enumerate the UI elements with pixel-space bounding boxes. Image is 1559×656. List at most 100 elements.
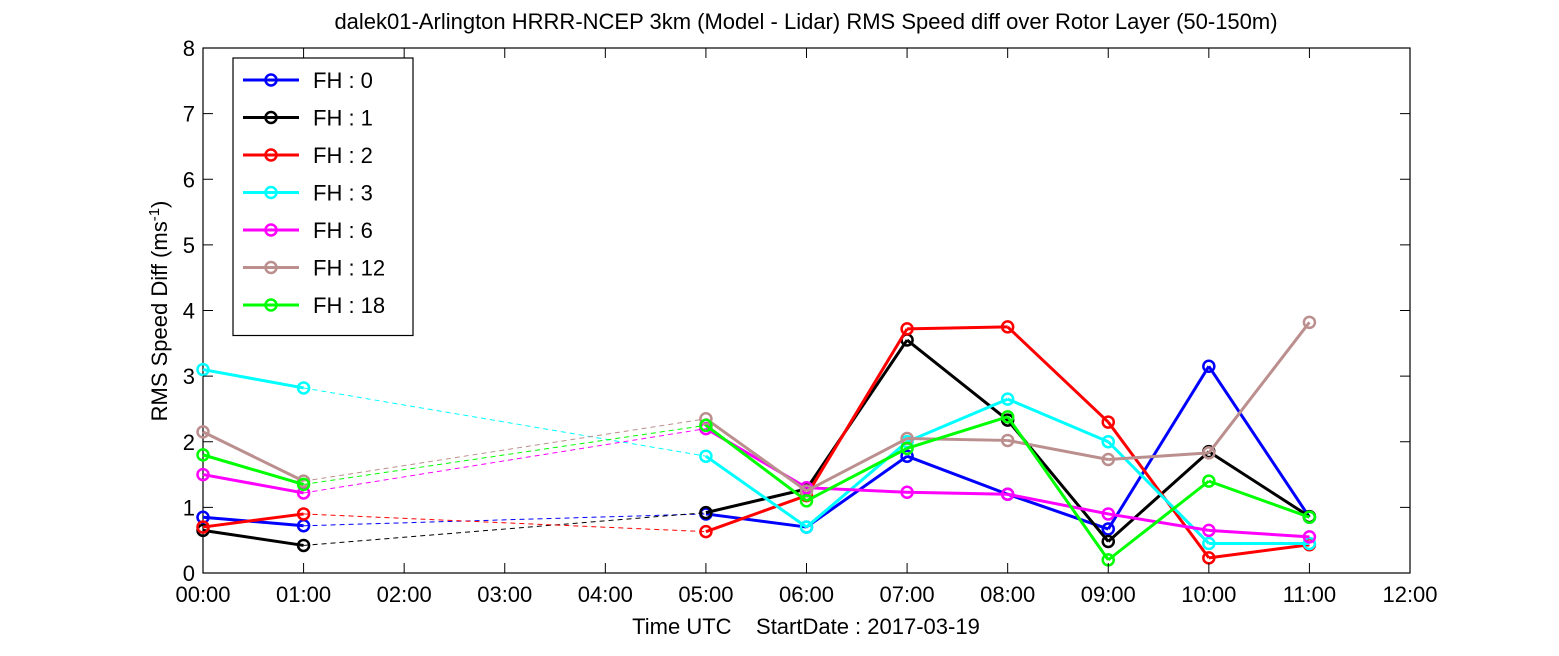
series-line-segment — [1208, 479, 1310, 519]
y-tick-label: 2 — [183, 430, 195, 455]
data-point — [1101, 507, 1115, 521]
series-line-segment — [1107, 450, 1210, 543]
y-tick-label: 6 — [183, 167, 195, 192]
series-line-segment — [805, 446, 908, 503]
series-line-segment — [1007, 492, 1109, 516]
data-point — [699, 412, 713, 426]
series-line-segment — [1107, 421, 1211, 559]
data-point — [1101, 534, 1115, 549]
y-tick-label: 1 — [183, 495, 195, 520]
data-point — [196, 467, 210, 482]
series-line-segment — [1108, 451, 1209, 461]
series-gap-segment — [303, 418, 706, 482]
legend-label: FH : 1 — [313, 106, 373, 131]
data-point — [196, 425, 210, 439]
x-tick-label: 11:00 — [1283, 582, 1336, 607]
series-line-segment — [906, 415, 1009, 450]
y-tick-label: 7 — [183, 102, 195, 127]
legend-marker — [264, 185, 278, 200]
legend-box — [232, 57, 414, 337]
data-point — [1000, 410, 1015, 424]
series-line-segment — [705, 417, 808, 493]
legend-label: FH : 3 — [313, 181, 373, 206]
series-line-segment — [806, 486, 908, 494]
y-axis-ticks: 0 1 2 3 4 5 6 7 8 — [183, 36, 1410, 586]
data-point — [196, 362, 210, 377]
x-tick-label: 05:00 — [678, 582, 733, 607]
series-line-segment — [805, 328, 909, 497]
x-tick-label: 00:00 — [175, 582, 230, 607]
data-point — [900, 449, 914, 463]
y-axis-label-sup: -1 — [146, 208, 163, 221]
series-group — [196, 320, 1317, 565]
data-point — [196, 520, 210, 534]
series-line-segment — [705, 424, 808, 503]
data-point — [1202, 536, 1216, 551]
series-line-segment — [1006, 415, 1110, 561]
legend-marker — [264, 73, 278, 87]
legend-marker — [264, 223, 278, 237]
x-tick-label: 04:00 — [578, 582, 633, 607]
series-gap-segment — [303, 513, 706, 527]
y-tick-label: 0 — [183, 561, 195, 586]
data-point — [900, 322, 914, 336]
series-line-segment — [1007, 438, 1109, 461]
data-point — [1302, 510, 1317, 524]
series-line-segment — [1107, 479, 1210, 562]
data-point — [1101, 415, 1115, 429]
series-group — [196, 315, 1317, 498]
y-axis-label-main: RMS Speed Diff (ms — [147, 221, 172, 421]
x-tick-label: 12:00 — [1382, 582, 1437, 607]
data-point — [1000, 487, 1015, 501]
legend-label: FH : 18 — [313, 293, 385, 318]
series-line-segment — [202, 512, 304, 529]
data-point — [1302, 536, 1317, 551]
x-axis-label: Time UTC StartDate : 2017-03-19 — [632, 614, 980, 639]
series-line-segment — [1007, 397, 1109, 444]
series-line-segment — [907, 490, 1008, 496]
data-point — [1302, 315, 1317, 330]
series-line-segment — [907, 436, 1008, 442]
series-line-segment — [202, 430, 305, 483]
data-point — [1000, 392, 1015, 406]
data-point — [1000, 433, 1015, 448]
y-axis-label: RMS Speed Diff (ms-1) — [146, 201, 172, 422]
data-point — [799, 494, 814, 508]
data-point — [1302, 530, 1317, 544]
series-line-segment — [906, 454, 1009, 496]
legend-label: FH : 0 — [313, 68, 373, 93]
series-line-segment — [1106, 365, 1211, 530]
data-point — [1101, 522, 1115, 536]
x-tick-label: 01:00 — [276, 582, 331, 607]
data-point — [1101, 435, 1115, 449]
legend-label: FH : 2 — [313, 143, 373, 168]
data-point — [1202, 446, 1216, 460]
chart-title: dalek01-Arlington HRRR-NCEP 3km (Model -… — [334, 9, 1277, 34]
series-line-segment — [705, 487, 807, 515]
data-point — [900, 441, 914, 456]
y-tick-label: 4 — [183, 299, 195, 324]
data-point — [1202, 359, 1216, 374]
series-line-segment — [705, 454, 808, 529]
data-point — [296, 381, 311, 395]
x-axis-ticks: 00:00 01:00 02:00 03:00 04:00 05:00 06:00 07:00… — [175, 48, 1438, 607]
legend-marker — [264, 298, 278, 312]
y-tick-label: 3 — [183, 364, 195, 389]
series-line-segment — [705, 512, 807, 529]
series-line-segment — [202, 368, 304, 390]
data-point — [1202, 523, 1216, 538]
legend-label: FH : 12 — [313, 256, 385, 281]
legend-marker — [264, 148, 278, 162]
x-tick-label: 08:00 — [980, 582, 1035, 607]
data-point — [296, 538, 311, 553]
x-tick-label: 10:00 — [1181, 582, 1236, 607]
series-line-segment — [1208, 543, 1310, 560]
plot-layer — [196, 315, 1317, 567]
data-point — [900, 485, 914, 500]
data-point — [699, 418, 713, 433]
series-gap-segment — [303, 512, 706, 546]
series-line-segment — [1208, 450, 1311, 518]
series-line-segment — [202, 528, 304, 547]
series-line-segment — [1006, 325, 1110, 424]
